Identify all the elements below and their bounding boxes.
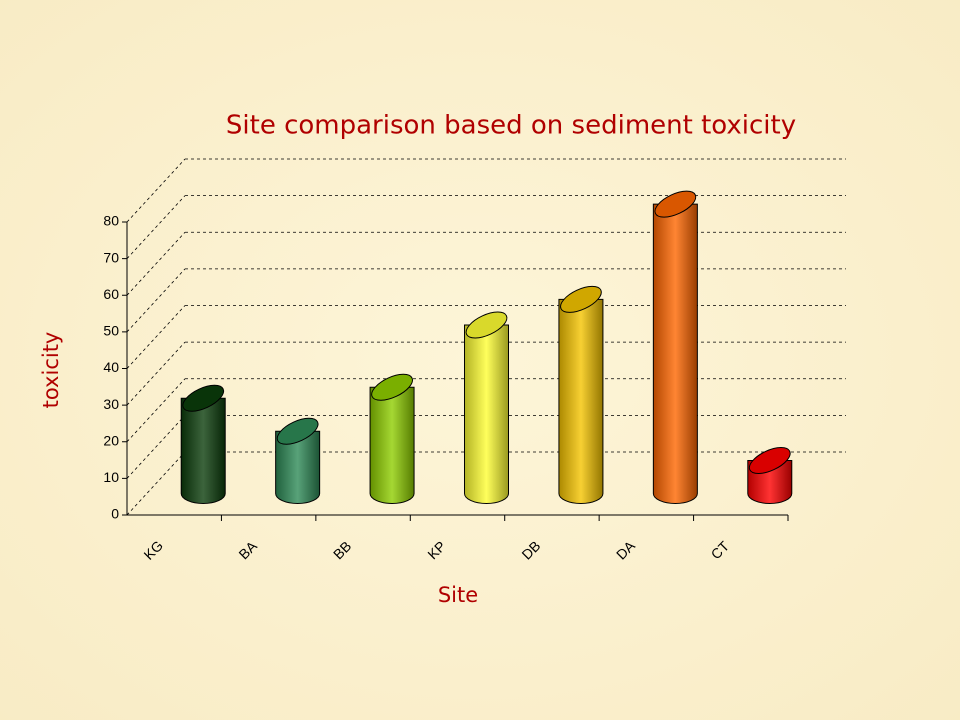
grid-line — [126, 268, 186, 333]
x-axis-label: Site — [438, 583, 478, 607]
y-tick-label: 30 — [103, 396, 119, 412]
grid-line — [126, 158, 186, 223]
y-tick-label: 60 — [103, 286, 119, 302]
bar — [275, 430, 321, 504]
grid-line — [126, 378, 186, 443]
grid-line — [126, 231, 186, 296]
bar — [652, 203, 698, 504]
bar — [180, 397, 226, 504]
y-tick-label: 70 — [103, 249, 119, 265]
bar-top — [465, 311, 508, 339]
y-tick-label: 40 — [103, 359, 119, 375]
grid-line — [126, 415, 186, 479]
bar-top — [276, 417, 319, 445]
y-tick-label: 10 — [103, 469, 119, 485]
grid-line — [126, 341, 186, 406]
y-tick-label: 80 — [103, 213, 119, 229]
grid-line — [126, 305, 186, 369]
chart-title: Site comparison based on sediment toxici… — [226, 111, 796, 141]
y-tick-label: 50 — [103, 323, 119, 339]
y-tick-label: 0 — [111, 506, 119, 522]
bar — [558, 298, 604, 504]
bar-top — [748, 447, 791, 475]
bar — [369, 386, 415, 504]
bar-top — [182, 384, 225, 412]
y-axis-label: toxicity — [39, 332, 63, 409]
bar-top — [560, 285, 602, 313]
y-tick-label: 20 — [103, 432, 119, 448]
bar-top — [371, 373, 413, 401]
grid-line — [126, 195, 186, 259]
grid-line — [126, 451, 186, 516]
bar — [464, 324, 509, 504]
bar-top — [654, 190, 697, 218]
